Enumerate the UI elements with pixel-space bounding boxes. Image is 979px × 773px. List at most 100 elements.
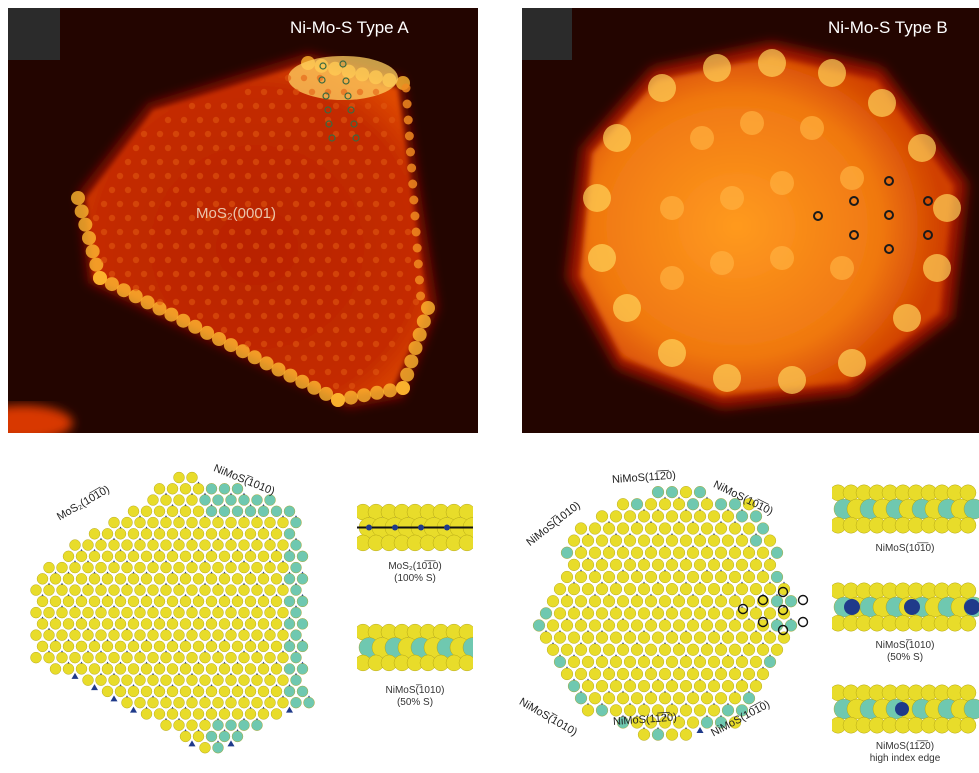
sulfur-atom [623, 583, 637, 596]
sulfur-atom [665, 728, 679, 741]
stm-a-spot [196, 228, 204, 236]
stm-a-spot [348, 242, 356, 250]
sulfur-atom [140, 528, 153, 540]
stm-a-spot [172, 130, 180, 138]
sulfur-atom [763, 631, 777, 644]
sulfur-atom [134, 651, 146, 664]
sulfur-atom [644, 522, 658, 535]
sulfur-atom [231, 618, 244, 630]
sulfur-atom [728, 716, 742, 729]
stm-a-spot [220, 186, 228, 194]
stm-b-marker-circle [813, 211, 823, 221]
sulfur-atom [199, 516, 211, 529]
stm-a-spot [204, 102, 212, 110]
stm-a-edge-spot [307, 380, 322, 395]
sulfur-atom [693, 558, 707, 571]
stm-a-edge-spot [402, 99, 412, 109]
stm-b-bright-spot [838, 349, 866, 377]
stm-a-spot [180, 144, 188, 152]
stm-a-edge-spot [128, 289, 143, 304]
strip-a2-graphic [357, 623, 473, 672]
stm-a-spot [268, 214, 276, 222]
stm-a-edge-spot [271, 362, 286, 377]
sulfur-atom [140, 505, 153, 517]
sulfur-atom [160, 539, 172, 551]
sulfur-atom [560, 570, 574, 584]
sulfur-atom [707, 607, 721, 620]
sulfur-atom [721, 534, 735, 547]
sulfur-atom [270, 550, 283, 562]
sulfur-atom [714, 667, 728, 681]
stm-a-spot [180, 172, 188, 180]
sulfur-atom [30, 651, 42, 664]
sulfur-atom [205, 618, 218, 630]
stm-a-spot [372, 312, 380, 320]
sulfur-atom [770, 643, 784, 656]
stm-a-spot [252, 298, 260, 306]
sulfur-atom [651, 631, 665, 644]
sulfur-atom [588, 619, 602, 632]
stm-a-edge-spot [407, 163, 417, 173]
stm-a-spot [316, 270, 324, 278]
stm-image-type-a [8, 8, 478, 433]
stm-a-edge-spot [223, 338, 238, 353]
sulfur-atom [658, 716, 672, 729]
sulfur-atom [707, 510, 721, 523]
nickel-atom [595, 704, 609, 717]
sulfur-atom [173, 494, 185, 506]
stm-a-spot [220, 214, 228, 222]
sulfur-atom [623, 680, 637, 693]
sulfur-atom [672, 619, 686, 632]
sulfur-atom [160, 697, 172, 709]
stm-a-spot [340, 172, 348, 180]
sulfur-atom [212, 629, 224, 641]
stm-a-spot [300, 158, 308, 166]
sulfur-atom [238, 516, 250, 529]
sulfur-atom [186, 471, 198, 484]
sulfur-atom [644, 716, 658, 729]
stm-a-spot [228, 172, 236, 180]
sulfur-atom [134, 561, 146, 574]
sulfur-atom [959, 582, 977, 599]
stm-b-bright-spot [583, 184, 611, 212]
stm-a-spot [332, 186, 340, 194]
sulfur-atom [616, 667, 630, 681]
sulfur-atom [179, 550, 192, 562]
stm-a-spot [308, 200, 316, 208]
sulfur-atom [251, 539, 263, 551]
stm-a-spot [124, 158, 132, 166]
stm-a-spot [388, 340, 396, 348]
stm-a-spot [380, 102, 388, 110]
sulfur-atom [574, 619, 588, 632]
stm-a-edge-spot [403, 115, 413, 125]
sulfur-atom [127, 528, 140, 540]
stm-a-spot [332, 382, 340, 390]
stm-a-spot [356, 116, 364, 124]
stm-a-edge-spot [404, 354, 419, 369]
sulfur-atom [735, 558, 749, 571]
sulfur-atom [218, 640, 231, 653]
sulfur-atom [749, 631, 763, 644]
sulfur-atom [62, 618, 75, 630]
stm-a-spot [196, 172, 204, 180]
model-b-detail-caption-2-line1: NiMoS(̅1010) [875, 640, 935, 651]
sulfur-atom [153, 685, 166, 698]
sulfur-atom [602, 522, 616, 535]
stm-image-type-b [522, 8, 979, 433]
sulfur-atom [218, 550, 231, 562]
stm-a-spot [308, 256, 316, 264]
sulfur-atom [212, 697, 224, 709]
sulfur-atom [82, 629, 94, 641]
sulfur-atom [160, 629, 172, 641]
sulfur-atom [637, 607, 651, 620]
molybdenum-atom [110, 695, 118, 702]
stm-a-spot [324, 116, 332, 124]
sulfur-atom [140, 640, 153, 653]
sulfur-atom [630, 522, 644, 535]
stm-a-spot [404, 312, 412, 320]
sulfur-atom [264, 697, 276, 709]
stm-b-bright-spot [658, 339, 686, 367]
sulfur-atom [679, 486, 693, 499]
sulfur-atom [121, 651, 133, 664]
sulfur-atom [700, 570, 714, 584]
